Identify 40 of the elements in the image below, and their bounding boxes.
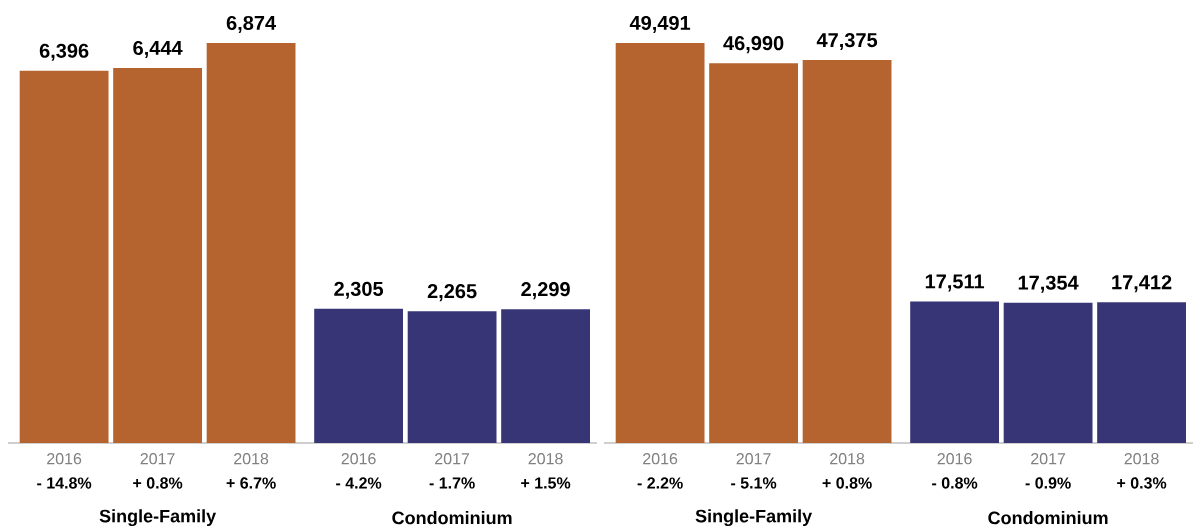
text: + 1.5% — [521, 477, 571, 489]
x-tick-label: 2016 — [643, 453, 678, 465]
x-tick-label: 2018 — [1124, 453, 1159, 465]
text: Single-Family — [695, 509, 813, 527]
x-tick-label: 2017 — [435, 453, 470, 465]
data-label: 2,305 — [334, 281, 384, 300]
data-label: 2,265 — [427, 284, 477, 302]
text: - 0.9% — [1025, 477, 1071, 489]
x-tick-label: 2017 — [1031, 453, 1066, 465]
data-label: 49,491 — [629, 16, 691, 34]
text: - 2.2% — [637, 477, 683, 489]
x-tick-label: 2018 — [234, 453, 269, 465]
data-label: 47,375 — [816, 33, 878, 51]
x-tick-label: 2016 — [47, 453, 82, 465]
text: - 4.2% — [336, 477, 382, 489]
text: Single-Family — [99, 509, 217, 527]
x-tick-label: 2017 — [736, 453, 771, 465]
data-label: 46,990 — [723, 36, 784, 54]
data-label: 17,412 — [1112, 275, 1172, 293]
text: - 5.1% — [731, 477, 777, 489]
text: + 0.8% — [133, 477, 183, 489]
x-tick-label: 2016 — [937, 453, 972, 465]
text: Condominium — [392, 511, 512, 525]
x-tick-label: 2018 — [830, 453, 865, 465]
x-tick-label: 2018 — [528, 453, 563, 465]
x-tick-label: 2016 — [341, 453, 376, 465]
data-label: 6,396 — [39, 43, 89, 61]
text: Condominium — [988, 511, 1108, 525]
text: + 0.3% — [1117, 477, 1167, 489]
x-tick-label: 2017 — [140, 453, 175, 465]
text: - 14.8% — [37, 477, 92, 489]
text: - 1.7% — [429, 477, 475, 489]
data-label: 6,874 — [226, 16, 276, 34]
data-label: 17,511 — [925, 274, 985, 292]
data-label: 2,299 — [521, 282, 570, 300]
data-label: 6,444 — [133, 41, 183, 59]
text: + 0.8% — [822, 477, 872, 489]
text: + 6.7% — [226, 477, 276, 489]
data-label: 17,354 — [1018, 275, 1079, 293]
text: - 0.8% — [932, 477, 978, 489]
